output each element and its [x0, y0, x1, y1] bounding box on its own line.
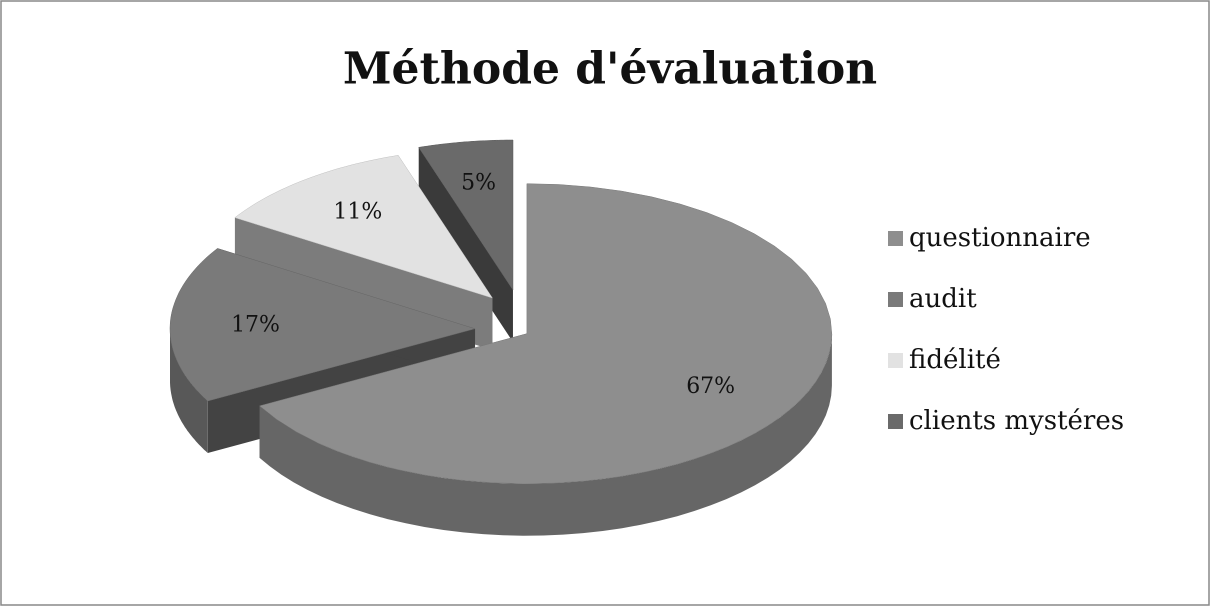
- slice: [234, 155, 494, 299]
- slice-side: [259, 333, 832, 536]
- data-label: 11%: [333, 200, 382, 225]
- legend-label: questionnaire: [909, 223, 1091, 253]
- data-label: 17%: [231, 312, 280, 337]
- data-label: 5%: [461, 170, 496, 195]
- chart-title: Méthode d'évaluation: [343, 44, 877, 95]
- slice-side: [170, 328, 208, 453]
- legend-swatch: [888, 414, 903, 429]
- legend-swatch: [888, 231, 903, 246]
- legend-label: audit: [909, 284, 977, 314]
- legend-label: fidélité: [909, 345, 1001, 375]
- data-label: 67%: [686, 374, 735, 399]
- legend-label: clients mystéres: [909, 406, 1124, 436]
- legend-swatch: [888, 292, 903, 307]
- slice: [418, 139, 514, 291]
- slice: [169, 248, 476, 402]
- slice: [259, 183, 833, 484]
- legend-swatch: [888, 353, 903, 368]
